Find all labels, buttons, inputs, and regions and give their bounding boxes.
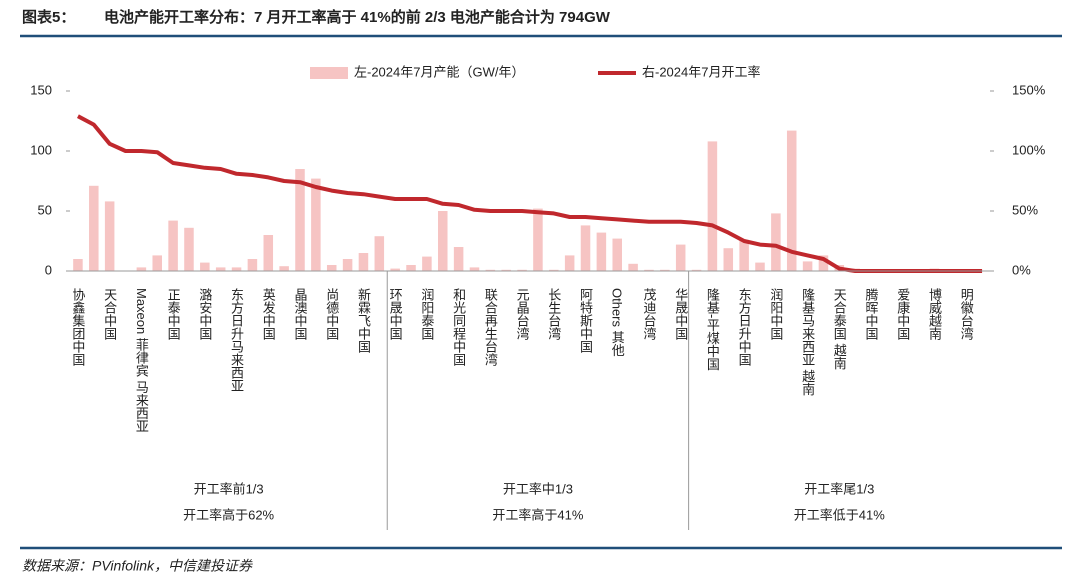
group-note: 开工率高于41%	[492, 507, 583, 522]
legend-label: 左-2024年7月产能（GW/年）	[354, 64, 524, 79]
bar	[755, 262, 765, 271]
x-tick-label: 长生台湾	[546, 288, 561, 340]
bar	[358, 253, 369, 271]
bar	[628, 263, 638, 271]
x-tick-label: 隆基马来西亚 越南	[800, 288, 815, 396]
bar	[675, 244, 686, 271]
x-tick-label: 天合泰国 越南	[832, 288, 847, 370]
bar	[469, 267, 480, 271]
bar	[564, 255, 575, 271]
x-tick-label: 东方日升中国	[737, 288, 752, 366]
bar	[295, 169, 305, 271]
bar	[739, 239, 749, 271]
bar	[580, 225, 591, 271]
y2-tick-label: 50%	[1012, 202, 1038, 217]
group-name: 开工率前1/3	[194, 481, 264, 496]
bar	[723, 248, 734, 271]
y2-tick-label: 150%	[1012, 82, 1046, 97]
bar	[644, 269, 654, 271]
bar	[374, 236, 385, 271]
bar	[596, 232, 607, 271]
x-tick-label: 润阳中国	[768, 288, 783, 340]
x-tick-label: 茂迪台湾	[641, 288, 656, 340]
x-tick-label: 联合再生台湾	[483, 288, 498, 366]
bar	[438, 211, 448, 271]
bar	[247, 259, 258, 271]
x-tick-label: 正泰中国	[166, 288, 181, 340]
x-tick-label: Others 其他	[610, 288, 625, 358]
x-tick-label: Maxeon 菲律宾 马来西亚	[134, 288, 149, 432]
x-tick-label: 和光同程中国	[451, 288, 466, 366]
bar	[73, 259, 83, 271]
bar	[311, 178, 321, 271]
x-tick-label: 潞安中国	[197, 288, 212, 340]
bar	[786, 130, 797, 271]
bar	[802, 261, 813, 271]
line	[76, 114, 983, 273]
legend-swatch	[310, 67, 348, 79]
x-tick-label: 东方日升马来西亚	[229, 288, 244, 392]
bar	[501, 269, 511, 271]
bar	[326, 265, 337, 271]
figure-label: 图表5：	[22, 8, 75, 26]
bar	[691, 269, 702, 271]
x-tick-label: 晶澳中国	[293, 288, 308, 340]
x-tick-label: 华晟中国	[673, 288, 688, 340]
group-note: 开工率低于41%	[794, 507, 885, 522]
bar	[549, 269, 559, 271]
x-tick-label: 协鑫集团中国	[70, 288, 85, 366]
bar	[533, 208, 543, 271]
figure-title: 电池产能开工率分布：7 月开工率高于 41%的前 2/3 电池产能合计为 794…	[104, 8, 611, 26]
bar	[104, 201, 115, 271]
bar	[612, 238, 622, 271]
x-tick-label: 爱康中国	[895, 288, 910, 340]
bar	[390, 268, 400, 271]
bar	[215, 267, 226, 271]
bar	[263, 235, 274, 271]
x-tick-label: 博威越南	[927, 288, 942, 340]
group-name: 开工率中1/3	[503, 481, 573, 496]
bar	[184, 227, 194, 271]
x-tick-label: 明徽台湾	[959, 288, 974, 340]
x-tick-label: 英发中国	[261, 288, 276, 340]
bar	[152, 255, 162, 271]
bar	[660, 269, 670, 271]
bar	[168, 220, 178, 271]
bar	[136, 267, 147, 271]
bar	[453, 247, 464, 271]
bar	[89, 185, 99, 271]
bar	[279, 266, 289, 271]
y-tick-label: 50	[38, 202, 52, 217]
bar	[422, 256, 432, 271]
x-tick-label: 阿特斯中国	[578, 288, 593, 353]
x-tick-label: 环晟中国	[388, 288, 403, 340]
bar	[771, 213, 781, 271]
bar	[517, 269, 527, 271]
x-tick-label: 隆基-平煤中国	[705, 288, 720, 371]
x-tick-label: 天合中国	[102, 288, 117, 340]
legend-label: 右-2024年7月开工率	[642, 64, 760, 79]
y2-tick-label: 100%	[1012, 142, 1046, 157]
bar	[485, 269, 496, 271]
source: 数据来源：PVinfolink，中信建投证券	[22, 558, 253, 574]
x-tick-label: 润阳泰国	[419, 288, 434, 340]
y-tick-label: 0	[45, 262, 52, 277]
x-tick-label: 腾晖中国	[864, 287, 879, 340]
bar	[200, 262, 210, 271]
group-name: 开工率尾1/3	[804, 481, 874, 496]
group-note: 开工率高于62%	[183, 507, 274, 522]
x-tick-label: 新霖飞中国	[356, 287, 371, 353]
bar	[406, 265, 416, 271]
bar	[818, 255, 829, 271]
y-tick-label: 150	[30, 82, 52, 97]
y2-tick-label: 0%	[1012, 262, 1031, 277]
bar	[342, 259, 353, 271]
x-tick-label: 元晶台湾	[515, 288, 530, 340]
bar	[231, 267, 242, 271]
x-tick-label: 尚德中国	[324, 288, 339, 340]
y-tick-label: 100	[30, 142, 52, 157]
bar	[707, 141, 718, 271]
